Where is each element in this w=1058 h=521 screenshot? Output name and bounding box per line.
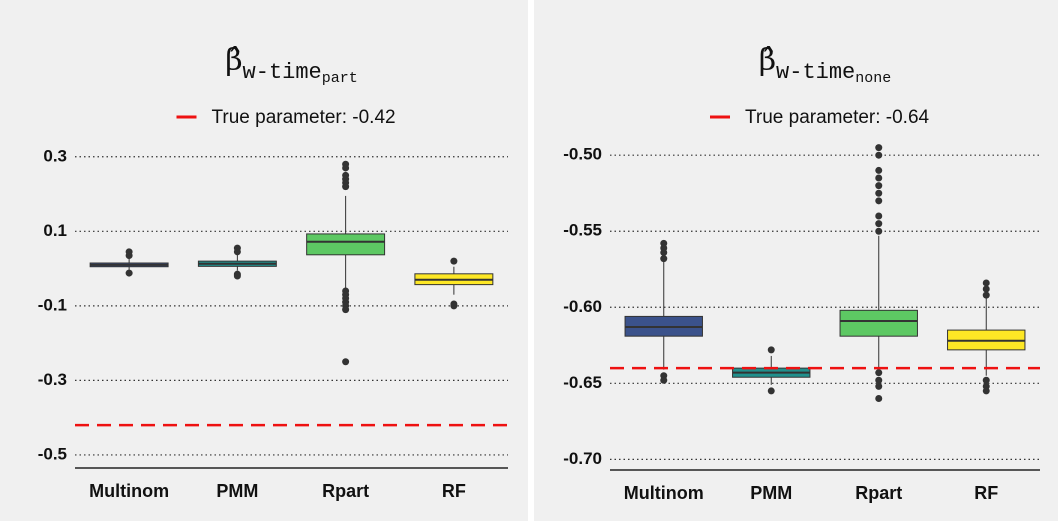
- x-tick-label: RF: [442, 481, 466, 501]
- outlier: [342, 183, 350, 191]
- outlier: [450, 257, 458, 265]
- panel-background: [534, 0, 1058, 521]
- outlier: [660, 255, 668, 263]
- outlier: [660, 376, 668, 384]
- y-tick-label: -0.65: [563, 373, 602, 392]
- outlier: [875, 144, 883, 152]
- outlier: [982, 279, 990, 287]
- legend-label: True parameter: -0.64: [745, 107, 930, 128]
- x-tick-label: RF: [974, 483, 998, 503]
- outlier: [125, 269, 133, 277]
- outlier: [982, 387, 990, 395]
- y-tick-label: -0.60: [563, 297, 602, 316]
- panel-background: [0, 0, 528, 521]
- outlier: [233, 248, 241, 256]
- outlier: [875, 212, 883, 220]
- x-tick-label: Multinom: [89, 481, 169, 501]
- outlier: [875, 376, 883, 384]
- outlier: [875, 189, 883, 197]
- outlier: [450, 302, 458, 310]
- title-subscript2: part: [322, 70, 358, 87]
- title-symbol: β̂: [759, 43, 776, 78]
- outlier: [982, 285, 990, 293]
- box: [306, 233, 386, 256]
- outlier: [875, 220, 883, 228]
- outlier: [875, 227, 883, 235]
- outlier: [875, 382, 883, 390]
- outlier: [342, 358, 350, 366]
- title-subscript2: none: [855, 70, 891, 87]
- outlier: [875, 166, 883, 174]
- outlier: [342, 306, 350, 314]
- y-tick-label: 0.1: [43, 221, 67, 240]
- box: [839, 309, 918, 337]
- outlier: [233, 272, 241, 280]
- legend-label: True parameter: -0.42: [212, 107, 396, 128]
- outlier: [875, 182, 883, 190]
- y-tick-label: 0.3: [43, 146, 67, 165]
- outlier: [125, 252, 133, 260]
- panel: β̂w-timenone True parameter: -0.64 -0.50 -0…: [563, 43, 1040, 503]
- y-tick-label: -0.50: [563, 145, 602, 164]
- title-subscript: w-time: [776, 60, 855, 85]
- y-tick-label: -0.55: [563, 221, 602, 240]
- x-tick-label: Multinom: [624, 483, 704, 503]
- outlier: [342, 164, 350, 172]
- x-tick-label: PMM: [750, 483, 792, 503]
- outlier: [660, 249, 668, 257]
- outlier: [875, 197, 883, 205]
- x-tick-label: PMM: [216, 481, 258, 501]
- y-tick-label: -0.3: [38, 370, 67, 389]
- outlier: [875, 174, 883, 182]
- outlier: [982, 376, 990, 384]
- panel: β̂w-timepart True parameter: -0.42 0.3 0.1 -…: [38, 43, 508, 501]
- chart-title: β̂w-timepart: [225, 43, 358, 87]
- x-tick-label: Rpart: [855, 483, 902, 503]
- title-subscript: w-time: [243, 60, 322, 85]
- outlier: [982, 291, 990, 299]
- y-tick-label: -0.70: [563, 449, 602, 468]
- outlier: [875, 369, 883, 377]
- outlier: [875, 395, 883, 403]
- x-tick-label: Rpart: [322, 481, 369, 501]
- outlier: [767, 346, 775, 354]
- y-tick-label: -0.5: [38, 444, 67, 463]
- title-symbol: β̂: [225, 43, 242, 78]
- outlier: [875, 151, 883, 159]
- y-tick-label: -0.1: [38, 295, 67, 314]
- outlier: [767, 387, 775, 395]
- chart-title: β̂w-timenone: [759, 43, 892, 87]
